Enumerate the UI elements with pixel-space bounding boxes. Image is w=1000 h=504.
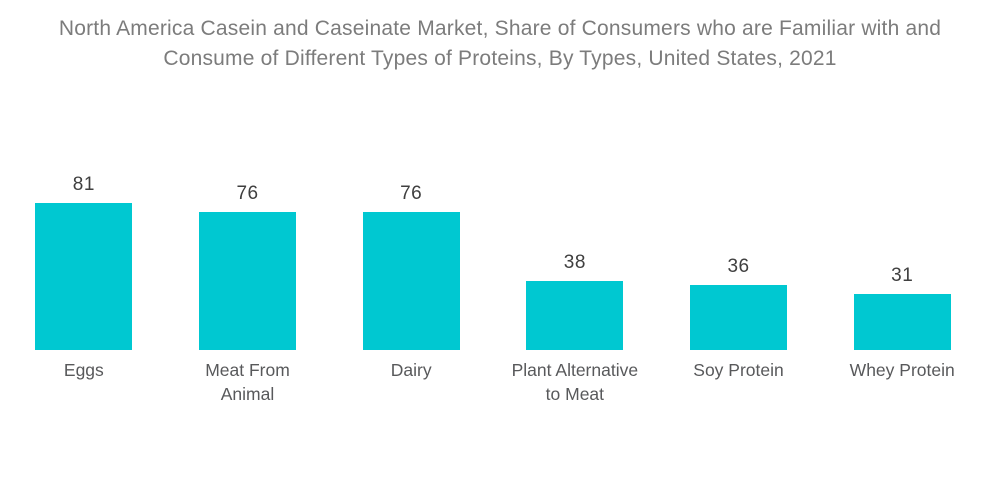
bar-soy-protein <box>690 285 788 350</box>
bar-value-label-plant-alternative-to-meat: 38 <box>563 252 586 273</box>
bar-meat-from-animal <box>199 212 296 350</box>
category-label-line: Soy Protein <box>693 360 784 380</box>
category-label-dairy: Dairy <box>329 358 493 406</box>
category-label-line: Meat From <box>205 360 290 380</box>
category-label-line: Animal <box>220 384 275 404</box>
bar-value-label-meat-from-animal: 76 <box>236 183 259 204</box>
bar-value-label-dairy: 76 <box>400 183 423 204</box>
bar-dairy <box>362 212 460 350</box>
category-label-eggs: Eggs <box>2 358 166 406</box>
bar-whey-protein <box>853 294 951 350</box>
chart-title-line-1: North America Casein and Caseinate Marke… <box>58 17 942 40</box>
category-label-whey-protein: Whey Protein <box>820 358 984 406</box>
category-label-soy-protein: Soy Protein <box>657 358 821 406</box>
bar-column-meat-from-animal: 76 <box>166 160 330 350</box>
bar-column-whey-protein: 31 <box>820 160 984 350</box>
bar-column-dairy: 76 <box>329 160 493 350</box>
chart-title-line-2: Consume of Different Types of Proteins, … <box>163 47 837 70</box>
bar-value-label-soy-protein: 36 <box>727 256 750 277</box>
bar-column-eggs: 81 <box>2 160 166 350</box>
category-label-line: Whey Protein <box>849 360 955 380</box>
category-label-line: Eggs <box>63 360 104 380</box>
category-label-line: to Meat <box>545 384 605 404</box>
category-axis-labels: Eggs Meat From Animal Dairy Plant Alternativ… <box>2 358 984 406</box>
bar-plant-alternative-to-meat <box>526 281 624 350</box>
bar-eggs <box>35 203 133 350</box>
bar-chart-plot-area: 81 76 76 38 36 31 <box>2 160 984 350</box>
category-label-meat-from-animal: Meat From Animal <box>166 358 330 406</box>
bar-value-label-whey-protein: 31 <box>891 265 914 286</box>
category-label-line: Dairy <box>390 360 432 380</box>
bar-value-label-eggs: 81 <box>72 174 95 195</box>
bar-column-soy-protein: 36 <box>657 160 821 350</box>
category-label-line: Plant Alternative <box>511 360 639 380</box>
bar-column-plant-alternative-to-meat: 38 <box>493 160 657 350</box>
chart-title: North America Casein and Caseinate Marke… <box>0 14 1000 74</box>
category-label-plant-alternative-to-meat: Plant Alternative to Meat <box>493 358 657 406</box>
